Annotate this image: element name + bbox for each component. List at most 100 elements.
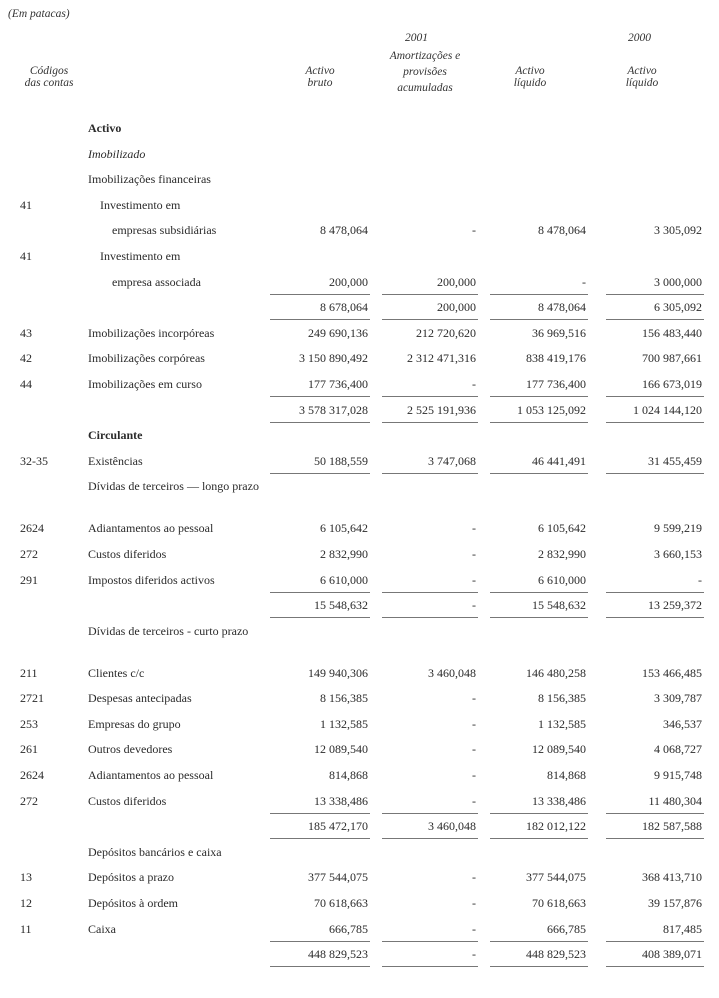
amort-value: 3 460,048 — [382, 819, 478, 840]
account-code: 261 — [20, 742, 38, 757]
table-row: 2721 Despesas antecipadas 8 156,385 - 8 156,… — [0, 686, 719, 712]
net-prev-value: 817,485 — [606, 922, 704, 942]
amort-value: - — [472, 546, 476, 561]
gross-value: 3 578 317,028 — [270, 403, 370, 423]
account-code: 44 — [20, 376, 32, 391]
net-prev-value: 166 673,019 — [606, 377, 704, 397]
table-row: 32-35 Existências 50 188,559 3 747,068 46 44… — [0, 449, 719, 475]
net-prev-value: 700 987,661 — [642, 351, 702, 366]
table-row: Activo — [0, 116, 719, 142]
amort-value: - — [472, 223, 476, 238]
amort-value: - — [472, 742, 476, 757]
net-value: - — [490, 275, 588, 295]
row-label: Existências — [88, 453, 143, 468]
gross-value: 814,868 — [329, 768, 368, 783]
table-row: 211 Clientes c/c 149 940,306 3 460,048 146 4… — [0, 661, 719, 687]
net-value: 6 105,642 — [538, 521, 586, 536]
subtotal-row: 185 472,170 3 460,048 182 012,122 182 587,5… — [0, 814, 719, 840]
account-code: 41 — [20, 197, 32, 212]
row-label: Depósitos bancários e caixa — [88, 844, 222, 859]
gross-value: 249 690,136 — [308, 325, 368, 340]
net-prev-value: 368 413,710 — [642, 870, 702, 885]
unit-note: (Em patacas) — [8, 8, 70, 20]
net-prev-value: 13 259,372 — [606, 598, 704, 619]
net-prev-value: 11 480,304 — [606, 794, 704, 814]
gross-value: 666,785 — [270, 922, 370, 942]
gross-value: 6 610,000 — [270, 573, 370, 593]
row-label: Despesas antecipadas — [88, 691, 192, 706]
amort-value: - — [382, 377, 478, 397]
gross-value: 149 940,306 — [308, 665, 368, 680]
account-code: 42 — [20, 351, 32, 366]
net-prev-value: 408 389,071 — [606, 947, 704, 968]
net-value: 12 089,540 — [532, 742, 586, 757]
amort-value: - — [472, 716, 476, 731]
amort-value: - — [472, 691, 476, 706]
row-label: Depósitos à ordem — [88, 896, 178, 911]
net-value: 2 832,990 — [538, 546, 586, 561]
row-label: empresas subsidiárias — [112, 223, 217, 238]
table-row: Imobilizado — [0, 142, 719, 168]
table-row: 41 Investimento em — [0, 244, 719, 270]
account-code: 11 — [20, 921, 32, 936]
row-label: Investimento em — [100, 197, 181, 212]
row-label: Empresas do grupo — [88, 716, 181, 731]
net-prev-value: 156 483,440 — [642, 325, 702, 340]
account-code: 272 — [20, 546, 38, 561]
table-row: 272 Custos diferidos 2 832,990 - 2 832,990 3 … — [0, 542, 719, 568]
net-prev-value: 3 305,092 — [654, 223, 702, 238]
subtotal-row: 3 578 317,028 2 525 191,936 1 053 125,092 1… — [0, 398, 719, 424]
gross-value: 15 548,632 — [270, 598, 370, 619]
subtotal-row: 448 829,523-448 829,523 408 389,071 — [0, 942, 719, 968]
subtotal-row: 8 678,064 200,000 8 478,064 6 305,092 — [0, 295, 719, 321]
net-prev-value: 3 660,153 — [654, 546, 702, 561]
header-net-prev: Activo líquido — [612, 65, 672, 89]
table-row: 11 Caixa 666,785-666,785 817,485 — [0, 917, 719, 943]
gross-value: 1 132,585 — [320, 716, 368, 731]
table-row: 2624 Adiantamentos ao pessoal 6 105,642 - 6 … — [0, 516, 719, 542]
net-prev-value: 1 024 144,120 — [606, 403, 704, 423]
net-value: 13 338,486 — [490, 794, 588, 814]
amort-value: 3 460,048 — [428, 665, 476, 680]
net-prev-value: 39 157,876 — [648, 896, 702, 911]
table-row: 253 Empresas do grupo 1 132,585 - 1 132,585 3… — [0, 712, 719, 738]
table-row: 12 Depósitos à ordem 70 618,663 - 70 618,663… — [0, 891, 719, 917]
net-prev-value: 346,537 — [663, 716, 702, 731]
table-row: empresas subsidiárias 8 478,064 - 8 478,064… — [0, 218, 719, 244]
header-net-prev-line: líquido — [625, 77, 659, 89]
net-value: 8 156,385 — [538, 691, 586, 706]
net-value: 8 478,064 — [490, 300, 588, 321]
gross-value: 13 338,486 — [270, 794, 370, 814]
net-prev-value: 3 309,787 — [654, 691, 702, 706]
net-value: 1 132,585 — [538, 716, 586, 731]
net-prev-value: - — [606, 573, 704, 593]
table-row: Dívidas de terceiros — longo prazo — [0, 474, 719, 516]
row-label: Custos diferidos — [88, 546, 167, 561]
amort-value: - — [472, 870, 476, 885]
table-row: Depósitos bancários e caixa — [0, 840, 719, 866]
gross-value: 448 829,523 — [270, 947, 370, 968]
amort-value: - — [382, 598, 478, 619]
net-value: 814,868 — [547, 768, 586, 783]
table-row: 41 Investimento em — [0, 193, 719, 219]
header-net-line: Activo — [515, 65, 545, 77]
row-label: Adiantamentos ao pessoal — [88, 521, 214, 536]
table-row: Dívidas de terceiros - curto prazo — [0, 619, 719, 661]
amort-value: - — [472, 768, 476, 783]
header-net: Activo líquido — [500, 65, 560, 89]
amort-value: 2 312 471,316 — [407, 351, 476, 366]
account-code: 43 — [20, 325, 32, 340]
net-value: 146 480,258 — [526, 665, 586, 680]
amort-value: - — [382, 573, 478, 593]
table-row: 2624 Adiantamentos ao pessoal 814,868 - 814,… — [0, 763, 719, 789]
amort-value: 200,000 — [382, 300, 478, 321]
account-code: 12 — [20, 896, 32, 911]
net-value: 36 969,516 — [532, 325, 586, 340]
year-previous: 2000 — [628, 32, 651, 44]
net-value: 1 053 125,092 — [490, 403, 588, 423]
net-value: 182 012,122 — [490, 819, 588, 840]
header-gross-line: Activo — [305, 65, 335, 77]
net-value: 46 441,491 — [490, 454, 588, 474]
row-label: Activo — [88, 121, 122, 135]
row-label: Investimento em — [100, 248, 181, 263]
